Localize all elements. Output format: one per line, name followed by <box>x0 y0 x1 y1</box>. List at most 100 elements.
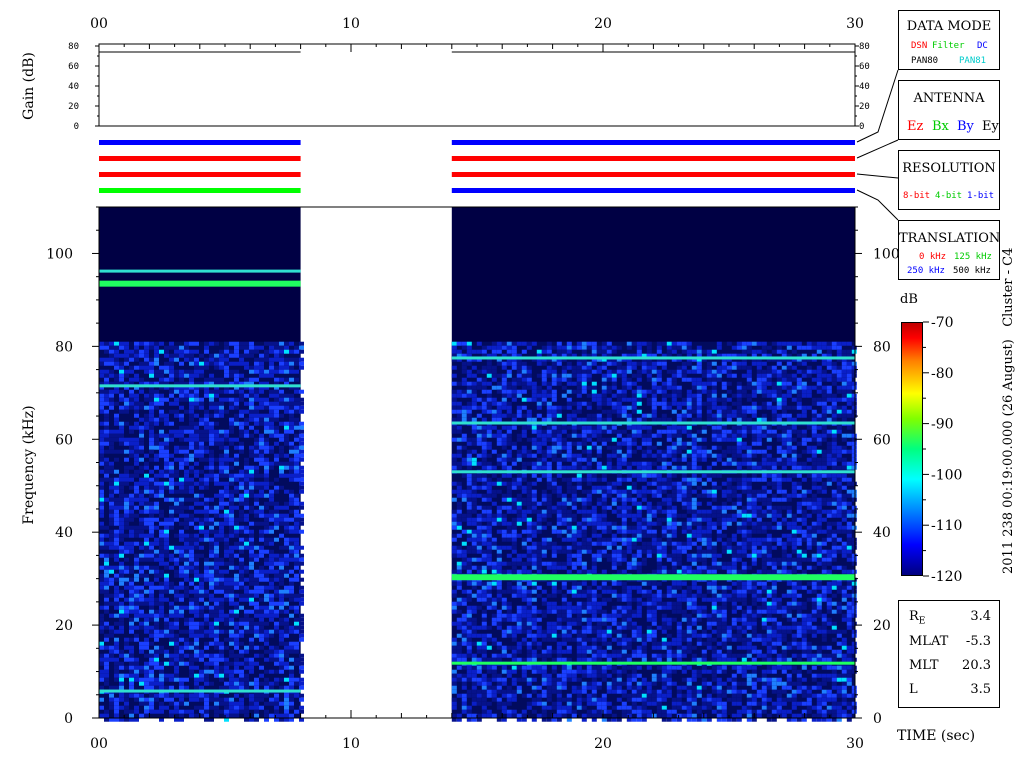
orbit-mlat-value: -5.3 <box>965 634 991 649</box>
translation-500khz: 500 kHz <box>953 266 991 276</box>
mode-bar <box>99 172 301 177</box>
translation-250khz: 250 kHz <box>907 266 945 276</box>
spectral-line <box>451 661 855 665</box>
spectral-line <box>99 269 301 273</box>
top-x-tick-label: 20 <box>594 16 612 32</box>
x-axis-label: TIME (sec) <box>897 728 976 744</box>
connector-data-mode <box>856 69 899 143</box>
spectral-line <box>451 470 855 474</box>
antenna-legend: ANTENNA Ez Bx By Ey <box>898 80 1000 140</box>
connector-translation <box>856 189 899 221</box>
gain-y-tick-label-right: 60 <box>859 62 870 72</box>
mode-bar <box>99 156 301 161</box>
gain-panel-frame <box>98 43 856 127</box>
spectral-line <box>451 356 855 360</box>
gain-y-tick-label-right: 40 <box>859 82 870 92</box>
mode-bar <box>99 140 301 145</box>
gain-y-tick-label-right: 0 <box>859 122 864 132</box>
colorbar-tick-label: -70 <box>931 315 954 331</box>
freq-tick-label-left: 0 <box>64 711 73 727</box>
freq-tick-label-right: 60 <box>873 432 891 448</box>
data-mode-title: DATA MODE <box>906 19 992 34</box>
gain-y-tick-label: 0 <box>74 122 79 132</box>
spectrogram-segment <box>99 207 304 722</box>
freq-tick-label-right: 20 <box>873 618 891 634</box>
antenna-ey: Ey <box>982 119 999 134</box>
bottom-x-tick-label: 30 <box>846 736 864 752</box>
top-x-tick-label: 00 <box>90 16 108 32</box>
bottom-x-tick-label: 20 <box>594 736 612 752</box>
orbit-mlt-label: MLT <box>909 658 939 673</box>
mode-bar <box>451 188 855 193</box>
orbit-row-l: L 3.5 <box>909 682 991 697</box>
resolution-legend: RESOLUTION 8-bit 4-bit 1-bit <box>898 150 1000 210</box>
resolution-title: RESOLUTION <box>902 161 996 176</box>
orbit-row-re: RE 3.4 <box>909 609 991 627</box>
freq-tick-label-right: 40 <box>873 525 891 541</box>
side-label: 2011 238 00:19:00.000 (26 August) Cluste… <box>1001 247 1016 574</box>
antenna-by: By <box>957 119 974 134</box>
colorbar <box>901 322 923 576</box>
spectral-line <box>99 384 301 388</box>
top-x-tick-label: 10 <box>342 16 360 32</box>
translation-0khz: 0 kHz <box>919 252 947 262</box>
data-mode-pan81: PAN81 <box>959 56 987 66</box>
orbit-info-box: RE 3.4 MLAT -5.3 MLT 20.3 L 3.5 <box>898 600 1000 708</box>
colorbar-tick-label: -90 <box>931 417 954 433</box>
gain-y-tick-label: 20 <box>68 102 79 112</box>
orbit-row-mlat: MLAT -5.3 <box>909 634 991 649</box>
data-mode-dc: DC <box>977 41 988 51</box>
frequency-axis-label: Frequency (kHz) <box>21 405 37 524</box>
orbit-re-sub: E <box>918 616 926 627</box>
translation-title: TRANSLATION <box>899 231 1001 246</box>
mode-bar <box>451 156 855 161</box>
antenna-bx: Bx <box>932 119 949 134</box>
data-mode-filter: Filter <box>932 41 965 51</box>
freq-tick-label-right: 80 <box>873 339 891 355</box>
gain-axis-label: Gain (dB) <box>21 52 37 120</box>
bottom-x-tick-label: 00 <box>90 736 108 752</box>
translation-125khz: 125 kHz <box>954 252 992 262</box>
orbit-mlt-value: 20.3 <box>962 658 991 673</box>
gain-y-tick-label-right: 80 <box>859 42 870 52</box>
data-mode-dsn: DSN <box>911 41 928 51</box>
orbit-row-mlt: MLT 20.3 <box>909 658 991 673</box>
resolution-4bit: 4-bit <box>935 191 963 201</box>
gain-y-tick-label: 60 <box>68 62 79 72</box>
colorbar-tick-label: -100 <box>931 467 962 483</box>
resolution-1bit: 1-bit <box>967 191 995 201</box>
orbit-l-value: 3.5 <box>970 682 991 697</box>
gain-y-tick-label: 80 <box>68 42 79 52</box>
mode-bar <box>451 172 855 177</box>
connector-resolution <box>856 173 899 179</box>
spectral-line <box>451 574 855 581</box>
bottom-x-tick-label: 10 <box>342 736 360 752</box>
gain-y-tick-label-right: 20 <box>859 102 870 112</box>
gain-y-tick-label: 40 <box>68 82 79 92</box>
colorbar-tick-label: -80 <box>931 366 954 382</box>
freq-tick-label-right: 0 <box>873 711 882 727</box>
data-mode-pan80: PAN80 <box>911 56 939 66</box>
mode-bar <box>99 188 301 193</box>
connector-antenna <box>856 139 899 159</box>
spectrogram-segment <box>451 207 857 722</box>
top-x-tick-label: 30 <box>846 16 864 32</box>
data-mode-legend: DATA MODE DSN Filter DC PAN80 PAN81 <box>898 10 1000 70</box>
spectral-line <box>451 421 855 425</box>
spectral-line <box>99 689 301 693</box>
orbit-re-label: R <box>909 609 919 624</box>
colorbar-tick-label: -110 <box>931 518 962 534</box>
colorbar-tick-label: -120 <box>931 569 962 585</box>
antenna-title: ANTENNA <box>913 91 985 106</box>
orbit-l-label: L <box>909 682 918 697</box>
freq-tick-label-left: 80 <box>55 339 73 355</box>
orbit-re-value: 3.4 <box>970 609 991 624</box>
antenna-ez: Ez <box>907 119 924 134</box>
resolution-8bit: 8-bit <box>903 191 931 201</box>
freq-tick-label-left: 20 <box>55 618 73 634</box>
freq-tick-label-left: 100 <box>46 246 73 262</box>
orbit-mlat-label: MLAT <box>909 634 949 649</box>
mode-bar <box>451 140 855 145</box>
